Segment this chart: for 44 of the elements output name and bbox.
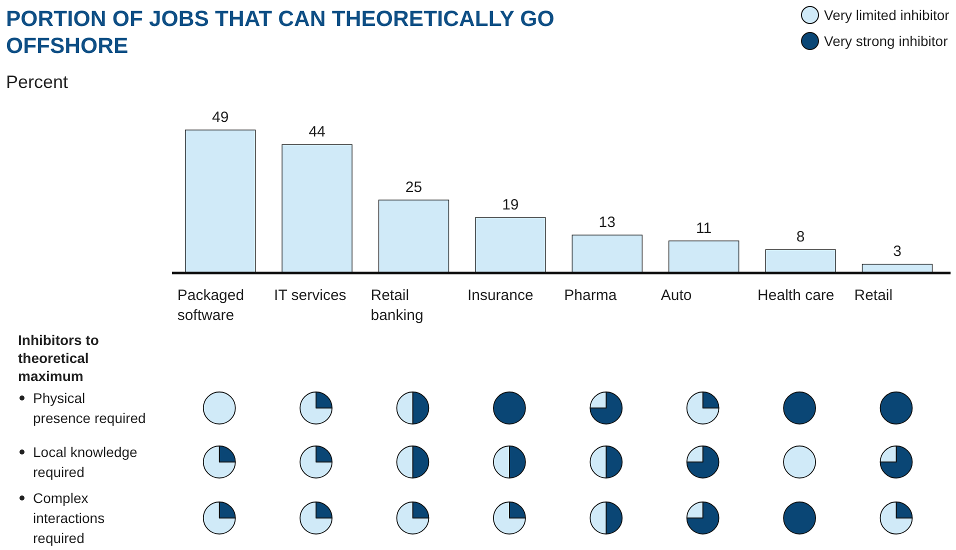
data-label: 44 (308, 124, 326, 141)
data-label: 11 (696, 220, 712, 237)
category-label: Complex interactions required (33, 490, 105, 546)
x-tick-label: Pharma (564, 287, 618, 304)
data-label: 49 (212, 109, 229, 126)
pie-slice (202, 502, 236, 534)
x-tick-label: Health care (758, 287, 834, 304)
data-label: 8 (796, 228, 805, 246)
pie-slice (686, 392, 720, 424)
pie-slice (590, 392, 623, 424)
data-label: 25 (405, 179, 422, 196)
bar (378, 200, 450, 274)
pie-slice (396, 502, 430, 534)
category-label: Physical presence required (33, 390, 146, 426)
text: Very limited inhibitor (824, 7, 950, 23)
category-label: Local knowledge required (33, 444, 138, 480)
x-tick-label: Packaged software (177, 287, 244, 324)
chart-subtitle: Percent (6, 72, 68, 92)
x-tick-label: Retail (854, 287, 893, 304)
pie-slice (880, 502, 913, 534)
pie-slice (686, 502, 720, 534)
bar (765, 249, 836, 274)
x-tick-label: Insurance (467, 287, 534, 304)
x-tick-label: IT services (274, 287, 346, 304)
data-label: 19 (502, 196, 519, 214)
bar (282, 144, 352, 274)
pie-slice (686, 446, 720, 478)
text: Very strong inhibitor (824, 33, 948, 49)
chart-title: PORTION OF JOBS THAT CAN THEORETICALLY GO OFFSHORE (6, 6, 554, 58)
data-label: 13 (598, 214, 616, 232)
bar (185, 130, 256, 274)
data-label: 3 (893, 243, 902, 260)
pie-slice (300, 392, 332, 424)
bar (668, 240, 740, 274)
pie-slice (300, 446, 332, 478)
pie-slice (493, 502, 526, 534)
x-tick-label: Retail banking (370, 287, 424, 324)
bar (475, 217, 546, 274)
bar (572, 234, 642, 274)
x-tick-label: Auto (660, 287, 692, 304)
pie-slice (202, 446, 236, 478)
pie-slice (300, 502, 332, 534)
text: Inhibitors to theoretical maximum (18, 332, 99, 384)
pie-slice (880, 446, 913, 478)
